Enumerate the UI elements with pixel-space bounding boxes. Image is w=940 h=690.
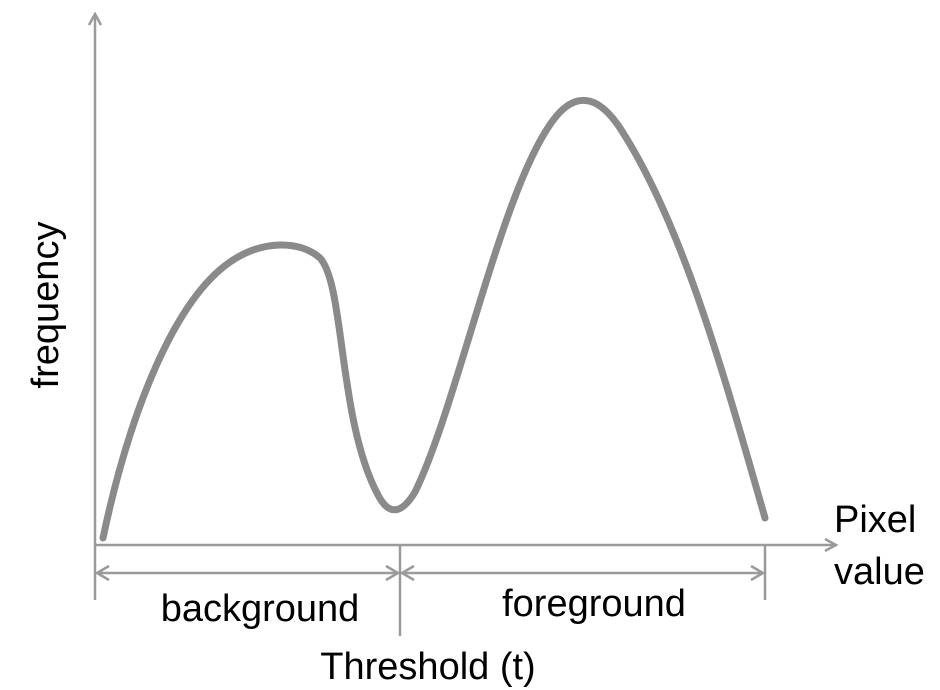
background-label: background <box>161 588 360 630</box>
foreground-range-arrowhead-right <box>750 564 766 582</box>
background-range-arrowhead-right <box>385 564 401 582</box>
foreground-range-arrowhead-left <box>399 564 415 582</box>
foreground-label: foreground <box>502 583 686 625</box>
x-axis-label-line1: Pixel <box>834 499 916 541</box>
histogram-curve <box>99 96 769 542</box>
y-axis-label: frequency <box>25 222 67 389</box>
background-range-arrowhead-left <box>94 564 110 582</box>
x-axis-label-line2: value <box>834 551 925 593</box>
threshold-label: Threshold (t) <box>320 646 535 688</box>
